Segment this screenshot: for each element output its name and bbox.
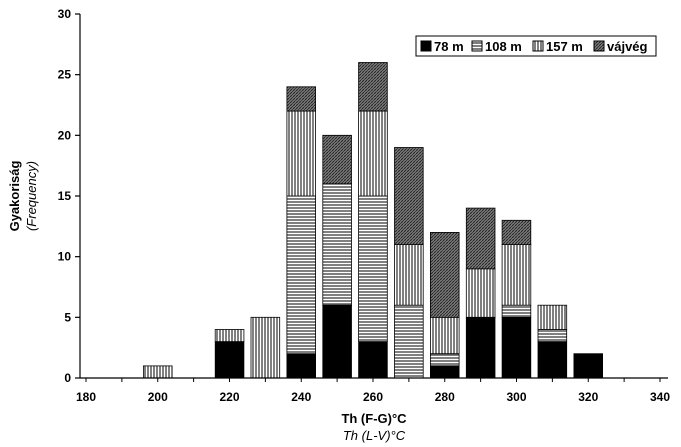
bar-270-vájvég xyxy=(394,147,424,245)
legend-label-157m: 157 m xyxy=(546,39,583,54)
y-ticks: 0 5 10 15 20 25 30 xyxy=(58,7,80,385)
legend-label-78m: 78 m xyxy=(434,39,464,54)
y-tick-label-15: 15 xyxy=(58,189,72,203)
bar-260-157m xyxy=(358,110,388,197)
bar-270-108m xyxy=(394,304,424,379)
x-tick-label-280: 280 xyxy=(435,390,455,404)
x-axis-title: Th (F-G)°C xyxy=(341,411,407,426)
x-tick-label-320: 320 xyxy=(578,390,598,404)
x-tick-label-300: 300 xyxy=(506,390,526,404)
bar-280-157m xyxy=(429,316,460,355)
legend: 78 m 108 m 157 m vájvég xyxy=(415,35,657,57)
legend-swatch-157m xyxy=(532,40,544,52)
y-tick-label-20: 20 xyxy=(58,128,72,142)
bar-290-78m xyxy=(465,316,496,379)
bar-260-78m xyxy=(358,341,388,379)
bar-250-108m xyxy=(322,183,352,306)
x-tick-label-180: 180 xyxy=(76,390,96,404)
bar-240-vájvég xyxy=(286,86,316,112)
legend-label-108m: 108 m xyxy=(485,39,522,54)
bars-layer xyxy=(142,62,604,379)
bar-240-108m xyxy=(286,195,316,355)
bar-230-157m xyxy=(250,316,281,379)
bar-250-vájvég xyxy=(322,134,352,185)
bar-260-vájvég xyxy=(358,62,388,112)
bar-280-vájvég xyxy=(429,231,460,318)
y-tick-label-0: 0 xyxy=(64,371,71,385)
y-tick-label-25: 25 xyxy=(58,68,72,82)
bar-300-108m xyxy=(501,304,532,318)
legend-label-vajveg: vájvég xyxy=(607,39,648,54)
x-tick-label-340: 340 xyxy=(650,390,670,404)
x-tick-label-260: 260 xyxy=(363,390,383,404)
bar-200-157m xyxy=(142,365,173,379)
y-tick-label-30: 30 xyxy=(58,7,72,21)
y-axis-subtitle: (Frequency) xyxy=(24,161,39,231)
bar-220-157m xyxy=(214,329,245,343)
bar-250-78m xyxy=(322,304,352,379)
bar-300-78m xyxy=(501,316,532,379)
legend-swatch-vajveg xyxy=(593,40,605,52)
legend-swatch-78m xyxy=(420,40,432,52)
bar-240-78m xyxy=(286,353,316,379)
bar-310-108m xyxy=(537,329,568,343)
bar-310-78m xyxy=(537,341,568,379)
bar-280-108m xyxy=(429,353,460,367)
bar-310-157m xyxy=(537,304,568,330)
bar-320-78m xyxy=(573,353,604,379)
x-tick-label-220: 220 xyxy=(219,390,239,404)
y-tick-label-5: 5 xyxy=(64,310,71,324)
bar-300-157m xyxy=(501,244,532,306)
x-tick-label-200: 200 xyxy=(148,390,168,404)
bar-260-108m xyxy=(358,195,388,343)
bar-280-78m xyxy=(429,365,460,379)
legend-swatch-108m xyxy=(471,40,483,52)
bar-290-157m xyxy=(465,268,496,318)
bar-290-vájvég xyxy=(465,207,496,270)
x-tick-label-240: 240 xyxy=(291,390,311,404)
y-tick-label-10: 10 xyxy=(58,250,72,264)
y-axis-title: Gyakoriság xyxy=(7,161,22,232)
bar-270-157m xyxy=(394,244,424,306)
bar-240-157m xyxy=(286,110,316,197)
x-axis-subtitle: Th (L-V)°C xyxy=(343,428,406,443)
bar-300-vájvég xyxy=(501,219,532,246)
x-ticks: 180 200 220 240 260 280 300 320 340 xyxy=(76,378,670,404)
bar-220-78m xyxy=(214,341,245,379)
